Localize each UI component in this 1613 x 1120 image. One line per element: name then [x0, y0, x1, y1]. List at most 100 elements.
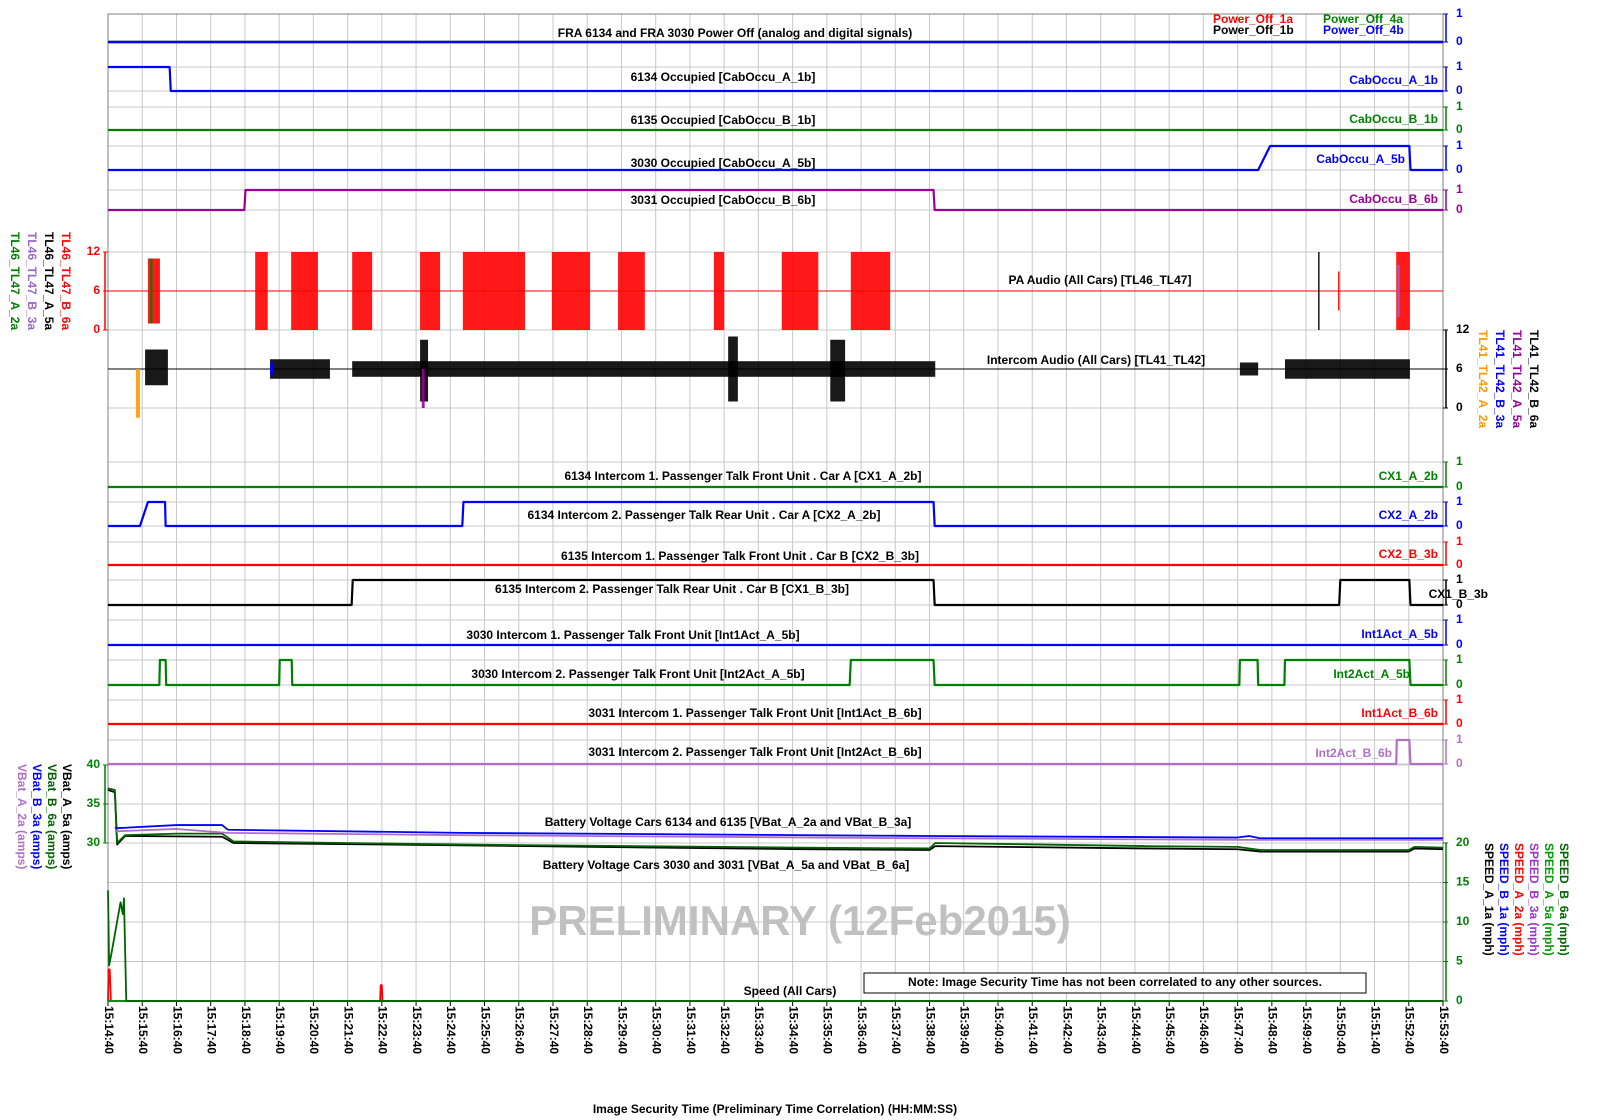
y-tick-label: 1 [1456, 612, 1463, 626]
series-label: VBat_B_6a (amps) [45, 764, 59, 869]
audio-burst [135, 369, 140, 418]
x-tick-label: 15:22:40 [376, 1006, 390, 1054]
y-tick-label: 1 [1456, 732, 1463, 746]
y-tick-label: 1 [1456, 454, 1463, 468]
watermark: PRELIMINARY (12Feb2015) [529, 897, 1071, 944]
x-tick-label: 15:32:40 [718, 1006, 732, 1054]
audio-burst [145, 349, 168, 386]
panel-title: 6134 Occupied [CabOccu_A_1b] [631, 70, 816, 84]
audio-burst [352, 252, 373, 330]
panel-title: 6135 Intercom 1. Passenger Talk Front Un… [561, 549, 919, 563]
x-tick-label: 15:27:40 [547, 1006, 561, 1054]
y-tick-label: 1 [1456, 6, 1463, 20]
y-tick-label: 6 [1456, 361, 1463, 375]
y-tick-label: 0 [1456, 716, 1463, 730]
x-tick-label: 15:34:40 [786, 1006, 800, 1054]
y-tick-label: 0 [1456, 400, 1463, 414]
x-tick-label: 15:19:40 [273, 1006, 287, 1054]
x-tick-label: 15:49:40 [1300, 1006, 1314, 1054]
series-label: CabOccu_B_6b [1349, 192, 1438, 206]
series-label: CabOccu_A_1b [1349, 73, 1438, 87]
x-tick-label: 15:35:40 [821, 1006, 835, 1054]
panel-title: 3031 Occupied [CabOccu_B_6b] [631, 193, 816, 207]
y-tick-label: 0 [1456, 202, 1463, 216]
x-tick-label: 15:17:40 [205, 1006, 219, 1054]
audio-burst [1318, 252, 1320, 330]
series-label: SPEED_A_5a (mph) [1542, 843, 1556, 956]
audio-burst [830, 339, 846, 402]
x-tick-label: 15:33:40 [752, 1006, 766, 1054]
series-label: TL41_TL42_A_5a [1510, 330, 1524, 428]
series-line [108, 738, 1443, 766]
x-tick-label: 15:28:40 [581, 1006, 595, 1054]
audio-burst [781, 252, 819, 330]
audio-burst [462, 252, 526, 330]
x-tick-label: 15:52:40 [1403, 1006, 1417, 1054]
x-tick-label: 15:51:40 [1368, 1006, 1382, 1054]
series-label: CX2_A_2b [1379, 508, 1438, 522]
x-tick-label: 15:26:40 [513, 1006, 527, 1054]
audio-burst [420, 252, 441, 330]
series-label: SPEED_B_3a (mph) [1527, 843, 1541, 956]
audio-burst [1397, 265, 1400, 317]
series-label: Int2Act_A_5b [1333, 667, 1410, 681]
series-label: Int1Act_B_6b [1361, 706, 1438, 720]
y-tick-label: 15 [1456, 875, 1470, 889]
audio-burst [728, 336, 738, 402]
series-label: TL41_TL42_B_3a [1493, 330, 1507, 428]
audio-burst [291, 252, 318, 330]
audio-burst [421, 369, 425, 408]
x-tick-label: 15:38:40 [923, 1006, 937, 1054]
y-tick-label: 0 [1456, 162, 1463, 176]
x-tick-label: 15:53:40 [1437, 1006, 1451, 1054]
y-tick-label: 1 [1456, 59, 1463, 73]
x-tick-label: 15:39:40 [958, 1006, 972, 1054]
audio-burst [352, 361, 936, 377]
y-tick-label: 0 [1456, 122, 1463, 136]
panel-subtitle: Battery Voltage Cars 3030 and 3031 [VBat… [543, 858, 910, 872]
y-tick-label: 0 [1456, 677, 1463, 691]
x-tick-label: 15:42:40 [1060, 1006, 1074, 1054]
panel-title: Battery Voltage Cars 6134 and 6135 [VBat… [545, 815, 912, 829]
series-line [107, 890, 1443, 1002]
x-tick-label: 15:44:40 [1129, 1006, 1143, 1054]
series-label: SPEED_B_1a (mph) [1497, 843, 1511, 956]
series-label: CX1_B_3b [1429, 587, 1488, 601]
audio-burst [270, 362, 274, 376]
panel-title: 3030 Intercom 1. Passenger Talk Front Un… [466, 628, 799, 642]
y-tick-label: 0 [1456, 479, 1463, 493]
y-tick-label: 1 [1456, 99, 1463, 113]
series-line [108, 500, 1443, 528]
y-tick-label: 1 [1456, 534, 1463, 548]
x-tick-label: 15:47:40 [1231, 1006, 1245, 1054]
series-label: TL41_TL42_B_6a [1527, 330, 1541, 428]
x-tick-label: 15:23:40 [410, 1006, 424, 1054]
series-label: Int2Act_B_6b [1315, 746, 1392, 760]
panel-title: FRA 6134 and FRA 3030 Power Off (analog … [558, 26, 913, 40]
y-tick-label: 0 [1456, 518, 1463, 532]
y-tick-label: 1 [1456, 692, 1463, 706]
panel-title: 6134 Intercom 1. Passenger Talk Front Un… [565, 469, 922, 483]
audio-burst [713, 252, 725, 330]
audio-burst [255, 252, 268, 330]
audio-burst [618, 252, 645, 330]
series-label: TL41_TL42_A_2a [1476, 330, 1490, 428]
x-tick-label: 15:21:40 [341, 1006, 355, 1054]
y-tick-label: 5 [1456, 954, 1463, 968]
y-tick-label: 0 [1456, 34, 1463, 48]
series-line [108, 658, 1443, 687]
x-tick-label: 15:50:40 [1334, 1006, 1348, 1054]
x-tick-label: 15:45:40 [1163, 1006, 1177, 1054]
audio-burst [850, 252, 891, 330]
series-label: CX1_A_2b [1379, 469, 1438, 483]
note-box [863, 972, 1367, 994]
y-tick-label: 12 [87, 244, 101, 258]
y-tick-label: 0 [1456, 83, 1463, 97]
series-label: SPEED_A_2a (mph) [1512, 843, 1526, 956]
series-line [114, 824, 1443, 840]
x-tick-label: 15:16:40 [170, 1006, 184, 1054]
